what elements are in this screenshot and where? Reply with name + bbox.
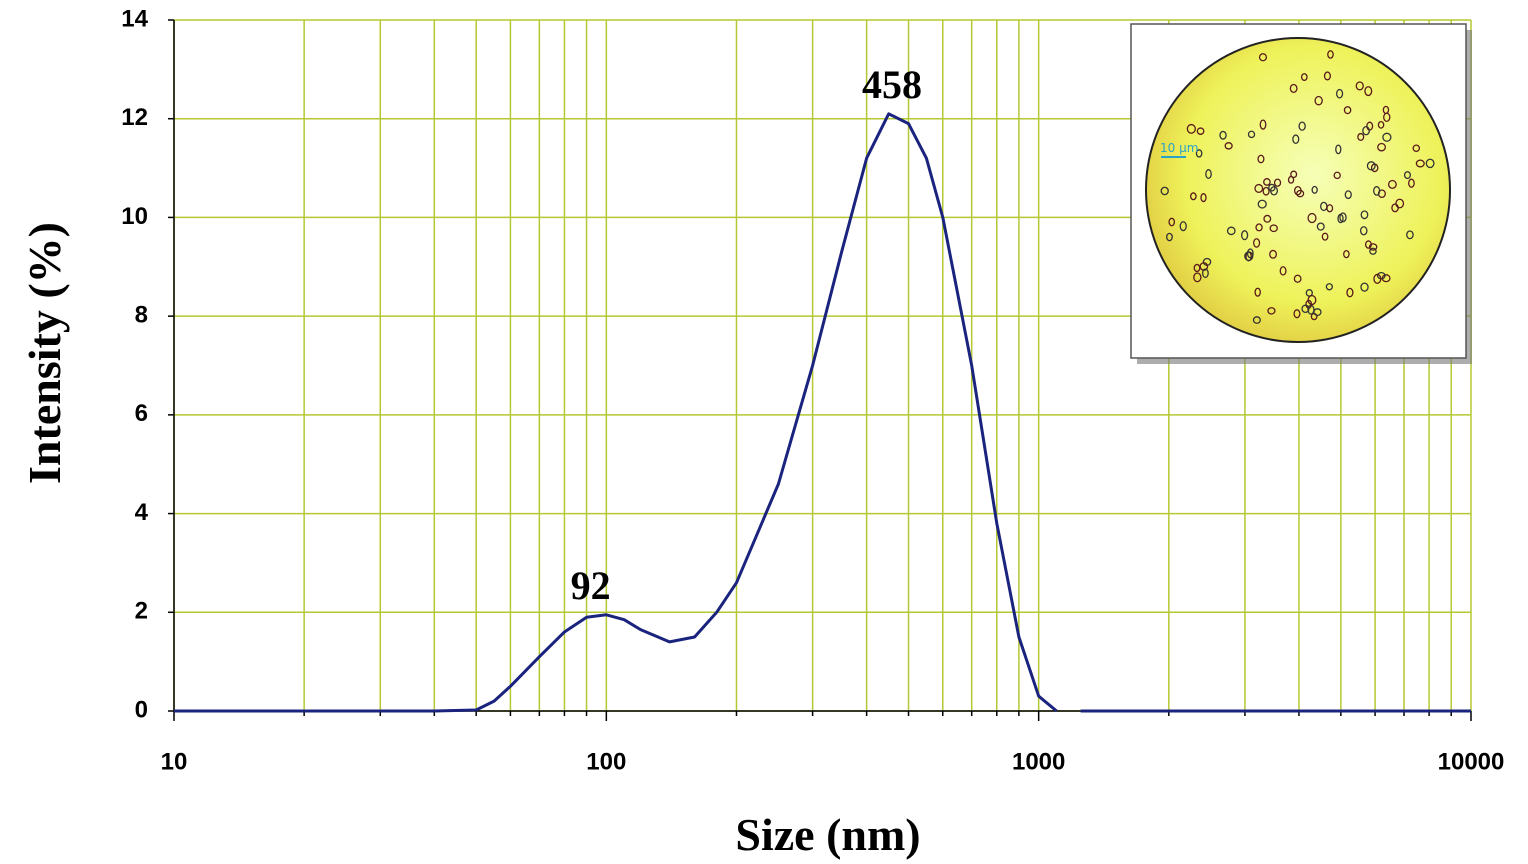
y-tick-label: 2 bbox=[135, 598, 148, 625]
peak-label: 458 bbox=[862, 62, 922, 107]
micrograph bbox=[1146, 38, 1450, 342]
y-tick-label: 10 bbox=[121, 203, 148, 230]
y-tick-label: 8 bbox=[135, 301, 148, 328]
line-series bbox=[174, 114, 1057, 711]
x-tick-label: 10 bbox=[161, 748, 188, 775]
y-tick-label: 12 bbox=[121, 104, 148, 131]
inset: 10 µm bbox=[1131, 24, 1472, 364]
y-axis-title: Intensity (%) bbox=[19, 222, 70, 484]
x-tick-label: 10000 bbox=[1438, 748, 1505, 775]
peak-label: 92 bbox=[571, 563, 611, 608]
y-tick-label: 4 bbox=[135, 499, 149, 526]
chart: 0 2 4 6 8 10 12 14 10 100 1000 10000 92 458 Size (nm… bbox=[0, 0, 1528, 864]
x-tick-label: 100 bbox=[586, 748, 626, 775]
x-axis-title: Size (nm) bbox=[735, 809, 920, 860]
inset-label: 10 µm bbox=[1160, 141, 1198, 155]
y-tick-label: 6 bbox=[135, 400, 148, 427]
y-tick-label: 14 bbox=[121, 5, 148, 32]
x-tick-label: 1000 bbox=[1012, 748, 1065, 775]
y-tick-label: 0 bbox=[135, 696, 148, 723]
